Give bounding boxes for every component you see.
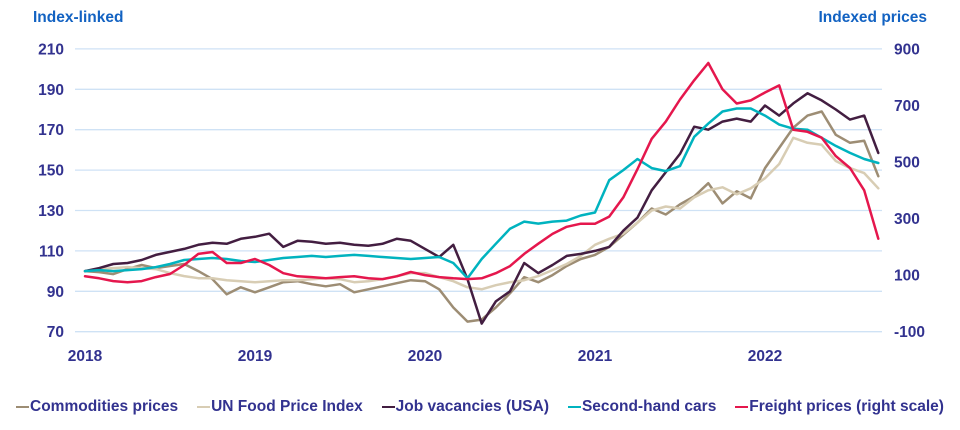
legend-item-un-food-price-index: UN Food Price Index [197, 398, 363, 416]
left-axis-tick: 170 [38, 122, 64, 139]
right-axis-tick: -100 [894, 324, 925, 341]
left-axis-tick: 130 [38, 203, 64, 220]
right-axis-tick: 500 [894, 155, 920, 172]
chart-legend: Commodities prices UN Food Price Index J… [0, 395, 960, 419]
un-food-line-swatch [197, 405, 211, 409]
left-axis-tick: 70 [47, 324, 64, 341]
x-axis-tick: 2022 [748, 348, 782, 365]
freight-line-swatch [735, 405, 749, 409]
right-axis-tick: 100 [894, 268, 920, 285]
right-axis-tick: 300 [894, 211, 920, 228]
second-hand-cars-line-swatch [567, 405, 581, 409]
job-vacancies-line-swatch [381, 405, 395, 409]
x-axis-tick: 2021 [578, 348, 613, 365]
series-line-freight-prices-right-scale- [83, 61, 880, 284]
left-axis-title: Index-linked [33, 9, 124, 26]
legend-item-commodities: Commodities prices [16, 398, 178, 416]
legend-item-second-hand-cars: Second-hand cars [567, 398, 717, 416]
legend-label: Job vacancies (USA) [395, 398, 549, 415]
left-axis-tick: 90 [47, 284, 64, 301]
legend-label: Commodities prices [30, 398, 179, 415]
commodities-line-swatch [16, 405, 29, 409]
legend-item-job-vacancies: Job vacancies (USA) [381, 398, 549, 416]
x-axis-tick: 2018 [68, 348, 103, 365]
legend-item-freight-prices: Freight prices (right scale) [735, 398, 944, 416]
series-line-un-food-price-index [83, 136, 880, 291]
right-axis-tick: 900 [894, 41, 920, 58]
x-axis-tick: 2020 [408, 348, 442, 365]
legend-label: UN Food Price Index [211, 398, 363, 415]
left-axis-tick: 150 [38, 163, 64, 180]
x-axis-tick: 2019 [238, 348, 273, 365]
legend-label: Freight prices (right scale) [749, 398, 944, 415]
left-axis-tick: 190 [38, 82, 64, 99]
left-axis-tick: 110 [39, 243, 64, 260]
legend-label: Second-hand cars [581, 398, 717, 415]
right-axis-tick: 700 [894, 98, 920, 115]
series-line-second-hand-cars [83, 107, 880, 280]
chart-canvas: 70 90 110 130 150 170 190 210 -100 100 300 500 700 90… [38, 41, 925, 365]
right-axis-title: Indexed prices [818, 9, 927, 26]
series-line-job-vacancies-usa- [83, 92, 880, 325]
left-axis-tick: 210 [38, 41, 64, 58]
